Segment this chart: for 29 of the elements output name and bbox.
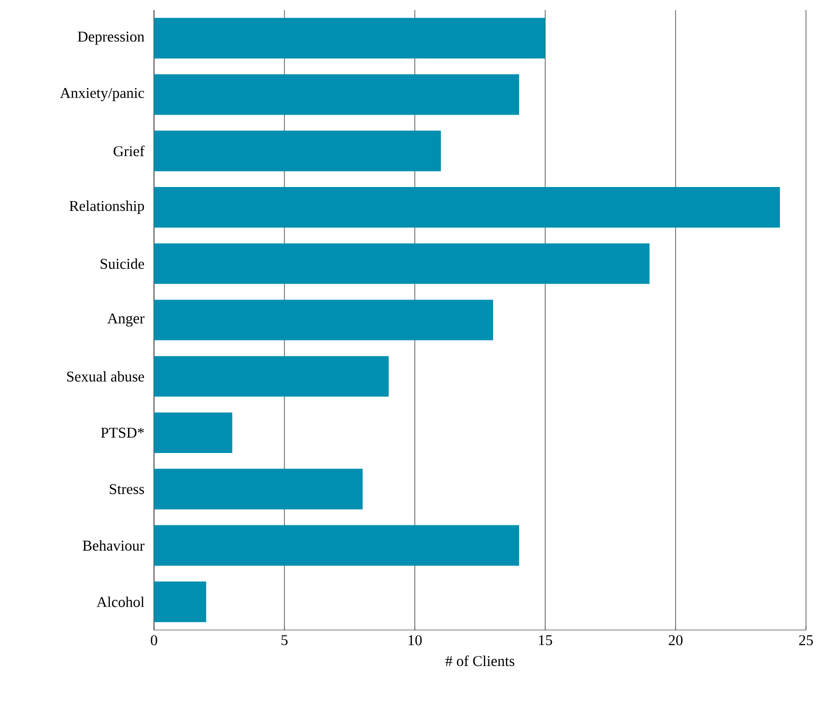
y-tick-label: Depression (78, 32, 144, 45)
x-tick-label: 10 (408, 635, 422, 646)
bar (154, 356, 389, 397)
y-tick-label: Relationship (69, 200, 144, 214)
bar (154, 74, 520, 115)
bar (154, 18, 546, 58)
y-tick-label: Grief (114, 146, 145, 156)
x-tick-label: 15 (539, 635, 552, 646)
x-tick-label: 0 (150, 635, 158, 646)
y-tick-label: PTSD* (100, 428, 144, 438)
x-tick-label: 20 (668, 635, 683, 646)
x-tick-label: 25 (799, 635, 813, 646)
y-tick-label: Stress (110, 484, 144, 494)
y-tick-label: Sexual abuse (67, 371, 144, 382)
bar (154, 300, 494, 340)
bar (154, 243, 650, 284)
bar (154, 186, 780, 228)
x-axis-title: # of Clients (445, 655, 514, 666)
y-tick-label: Behaviour (82, 540, 144, 551)
y-tick-label: Alcohol (96, 596, 144, 608)
x-tick-label: 5 (282, 635, 288, 646)
bar (154, 525, 520, 566)
bar (154, 412, 232, 454)
y-tick-label: Anger (107, 313, 144, 327)
bar (154, 468, 363, 510)
bar (154, 130, 441, 172)
y-tick-label: Anxiety/panic (60, 88, 144, 102)
y-tick-label: Suicide (100, 258, 144, 269)
bar (154, 582, 206, 622)
